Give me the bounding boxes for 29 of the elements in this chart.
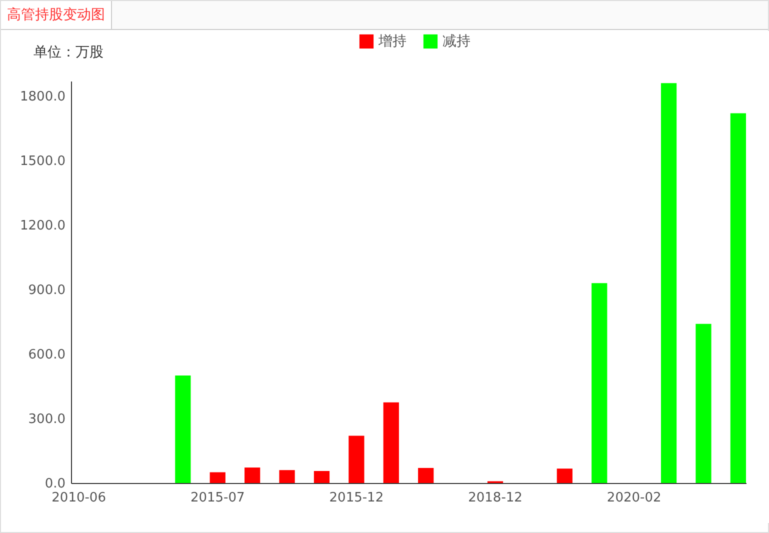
legend-label: 增持 <box>378 33 406 50</box>
bar <box>244 468 260 483</box>
y-tick-label: 300.0 <box>28 412 66 428</box>
bar <box>556 468 572 483</box>
bar <box>348 436 364 483</box>
y-tick-label: 1200.0 <box>20 218 66 234</box>
y-tick-label: 1500.0 <box>20 154 66 170</box>
bar <box>696 324 712 483</box>
bar <box>279 470 295 483</box>
y-tick-label: 0.0 <box>44 476 66 492</box>
y-tick-label: 600.0 <box>28 348 66 363</box>
y-tick-label: 1800.0 <box>20 90 66 105</box>
y-tick-label: 900.0 <box>28 283 66 298</box>
x-tick-label: 2020-02 <box>606 490 662 506</box>
x-tick-label: 2015-07 <box>190 490 245 506</box>
chart-title: 高管持股变动图 <box>1 1 112 29</box>
bar <box>175 376 191 483</box>
x-tick-label: 2018-12 <box>468 490 522 506</box>
bar <box>418 468 434 483</box>
legend-label: 减持 <box>442 33 470 50</box>
x-tick-label: 2015-12 <box>329 490 384 506</box>
bar <box>660 83 677 483</box>
bar <box>383 402 399 483</box>
y-axis-title: 单位：万股 <box>34 44 104 60</box>
bar <box>210 472 226 483</box>
x-tick-label: 2010-06 <box>52 490 106 506</box>
bar <box>314 470 330 483</box>
bar <box>592 283 608 483</box>
bar <box>730 113 746 483</box>
